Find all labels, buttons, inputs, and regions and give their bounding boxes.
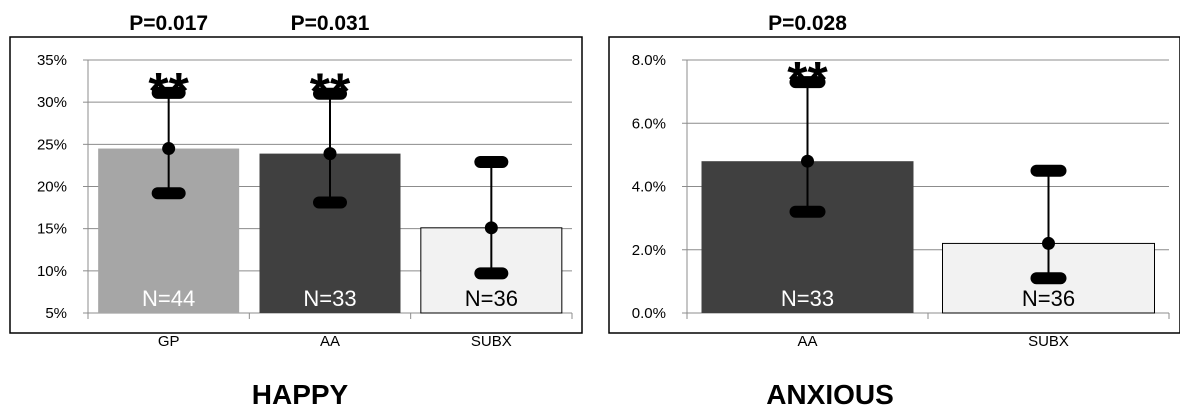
y-tick-label: 25%	[37, 136, 67, 153]
y-tick-label: 0.0%	[632, 305, 666, 322]
y-tick-label: 30%	[37, 94, 67, 111]
y-tick-label: 20%	[37, 179, 67, 196]
significance-stars: **	[148, 63, 189, 121]
p-value-label: P=0.031	[291, 12, 370, 35]
bar-count-label: N=44	[142, 286, 195, 311]
y-tick-label: 10%	[37, 263, 67, 280]
p-value-label: P=0.028	[768, 12, 847, 35]
bar-count-label: N=33	[781, 286, 834, 311]
mean-marker	[1042, 236, 1055, 250]
mean-marker	[162, 142, 176, 156]
y-tick-label: 35%	[37, 52, 67, 69]
anxious-chart: 0.0% 2.0% 4.0% 6.0% 8.0% N=33 AA ** P=0.028 N=36 S…	[608, 12, 1180, 410]
chart-title: ANXIOUS	[766, 379, 894, 410]
chart-title: HAPPY	[252, 379, 349, 410]
chart-frame	[9, 36, 583, 334]
x-tick-label: GP	[158, 333, 180, 350]
bar-count-label: N=36	[465, 286, 518, 311]
mean-marker	[484, 221, 498, 235]
y-tick-label: 2.0%	[632, 242, 666, 259]
x-tick-label: SUBX	[471, 333, 512, 350]
y-tick-label: 15%	[37, 221, 67, 238]
happy-chart: 5% 10% 15% 20% 25% 30% 35% N=44 GP ** P=0.017 N=33 A…	[9, 12, 583, 410]
bar-count-label: N=36	[1022, 286, 1075, 311]
significance-stars: **	[787, 52, 828, 110]
p-value-label: P=0.017	[129, 12, 208, 35]
y-tick-label: 6.0%	[632, 115, 666, 132]
mean-marker	[323, 147, 337, 161]
y-tick-label: 4.0%	[632, 179, 666, 196]
mean-marker	[801, 154, 814, 168]
y-tick-label: 8.0%	[632, 52, 666, 69]
bar-count-label: N=33	[303, 286, 356, 311]
x-tick-label: AA	[320, 333, 340, 350]
x-tick-label: AA	[797, 333, 817, 350]
chart-frame	[608, 36, 1180, 334]
y-tick-label: 5%	[45, 305, 67, 322]
x-tick-label: SUBX	[1028, 333, 1069, 350]
significance-stars: **	[310, 64, 351, 122]
